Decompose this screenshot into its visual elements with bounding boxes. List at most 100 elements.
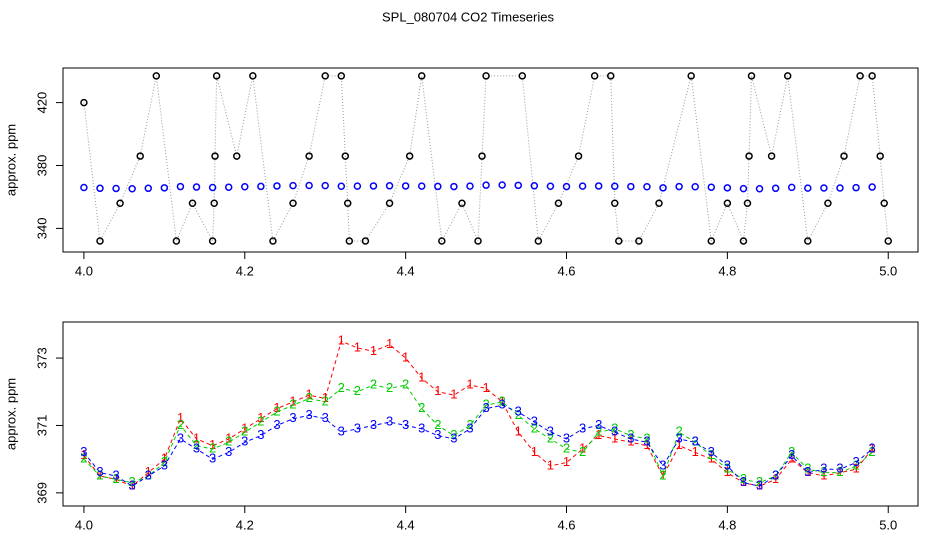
point-marker: 1 — [177, 410, 184, 425]
point — [369, 182, 378, 190]
point — [804, 237, 812, 245]
y-tick-label: 371 — [34, 415, 49, 437]
point-marker: 1 — [273, 400, 280, 415]
point-marker: 1 — [692, 444, 699, 459]
point — [96, 184, 104, 193]
point-marker: 1 — [257, 410, 264, 425]
point-marker: 1 — [418, 370, 425, 385]
point-marker: 3 — [869, 440, 876, 455]
point-marker: 2 — [740, 471, 747, 486]
point — [707, 183, 716, 191]
point-marker: 2 — [338, 380, 345, 395]
point-marker: 1 — [129, 478, 136, 493]
point-marker: 3 — [129, 478, 136, 493]
point-marker: 3 — [273, 417, 280, 432]
point-marker: 1 — [96, 467, 103, 482]
point — [691, 182, 699, 191]
point — [739, 184, 748, 193]
point — [474, 237, 482, 245]
point-marker: 3 — [80, 444, 87, 459]
point-marker: 2 — [788, 444, 795, 459]
point — [210, 199, 218, 207]
point — [405, 152, 414, 160]
point — [755, 185, 764, 193]
point-marker: 3 — [354, 420, 361, 435]
point-marker: 2 — [145, 467, 152, 482]
point-marker: 3 — [209, 451, 216, 466]
point-marker: 1 — [820, 467, 827, 482]
point — [530, 182, 539, 190]
point-marker: 1 — [482, 380, 489, 395]
x-tick-label: 5.0 — [879, 263, 897, 278]
point — [606, 72, 615, 80]
point — [385, 199, 394, 207]
point-marker: 1 — [836, 464, 843, 479]
point — [417, 72, 426, 80]
y-axis-label: approx. ppm — [3, 124, 18, 196]
point — [128, 185, 136, 193]
point — [611, 182, 619, 191]
point — [353, 182, 362, 190]
point-marker: 1 — [563, 454, 570, 469]
point — [635, 237, 643, 245]
point-marker: 3 — [386, 414, 393, 429]
plot-frame — [62, 67, 919, 253]
point-marker: 2 — [804, 461, 811, 476]
point-marker: 2 — [531, 420, 538, 435]
point-marker: 3 — [724, 457, 731, 472]
point-marker: 2 — [418, 400, 425, 415]
point — [337, 72, 346, 80]
point — [498, 181, 506, 189]
point-marker: 2 — [708, 447, 715, 462]
y-tick-label: 369 — [34, 482, 49, 504]
point — [546, 182, 555, 191]
point-marker: 3 — [112, 467, 119, 482]
point — [438, 237, 446, 245]
point-marker: 2 — [869, 444, 876, 459]
point — [534, 237, 543, 245]
point-marker: 1 — [322, 390, 329, 405]
point — [574, 152, 583, 160]
point-marker: 2 — [643, 430, 650, 445]
point — [257, 182, 265, 191]
point-marker: 3 — [515, 403, 522, 418]
point — [771, 184, 780, 193]
point-marker: 3 — [788, 447, 795, 462]
point — [241, 182, 249, 191]
y-axis-label: approx. ppm — [3, 378, 18, 450]
point — [743, 199, 752, 207]
point — [321, 181, 329, 190]
series-line — [83, 384, 873, 484]
point-marker: 3 — [772, 467, 779, 482]
point-marker: 3 — [434, 427, 441, 442]
x-tick-label: 4.2 — [236, 263, 254, 278]
point — [836, 184, 844, 192]
point — [458, 199, 466, 207]
point — [739, 237, 748, 245]
point-marker: 2 — [692, 434, 699, 449]
point — [343, 199, 352, 207]
point-marker: 1 — [306, 387, 313, 402]
point-marker: 1 — [643, 437, 650, 452]
point-marker: 1 — [193, 430, 200, 445]
chart-title: SPL_080704 CO2 Timeseries — [382, 9, 554, 24]
point-marker: 1 — [515, 424, 522, 439]
point — [655, 199, 663, 207]
point-marker: 3 — [659, 457, 666, 472]
point-marker: 2 — [756, 474, 763, 489]
point-marker: 1 — [289, 393, 296, 408]
point — [289, 181, 297, 190]
point — [687, 72, 695, 80]
point-marker: 3 — [627, 430, 634, 445]
x-tick-label: 4.4 — [397, 517, 415, 532]
point — [417, 182, 426, 190]
y-tick-label: 373 — [34, 347, 49, 369]
point-marker: 2 — [563, 440, 570, 455]
point — [868, 72, 876, 80]
point-marker: 1 — [145, 464, 152, 479]
point-marker: 2 — [80, 451, 87, 466]
point-marker: 3 — [692, 434, 699, 449]
point-marker: 1 — [756, 478, 763, 493]
y-tick-label: 340 — [34, 218, 49, 240]
point-marker: 2 — [772, 467, 779, 482]
